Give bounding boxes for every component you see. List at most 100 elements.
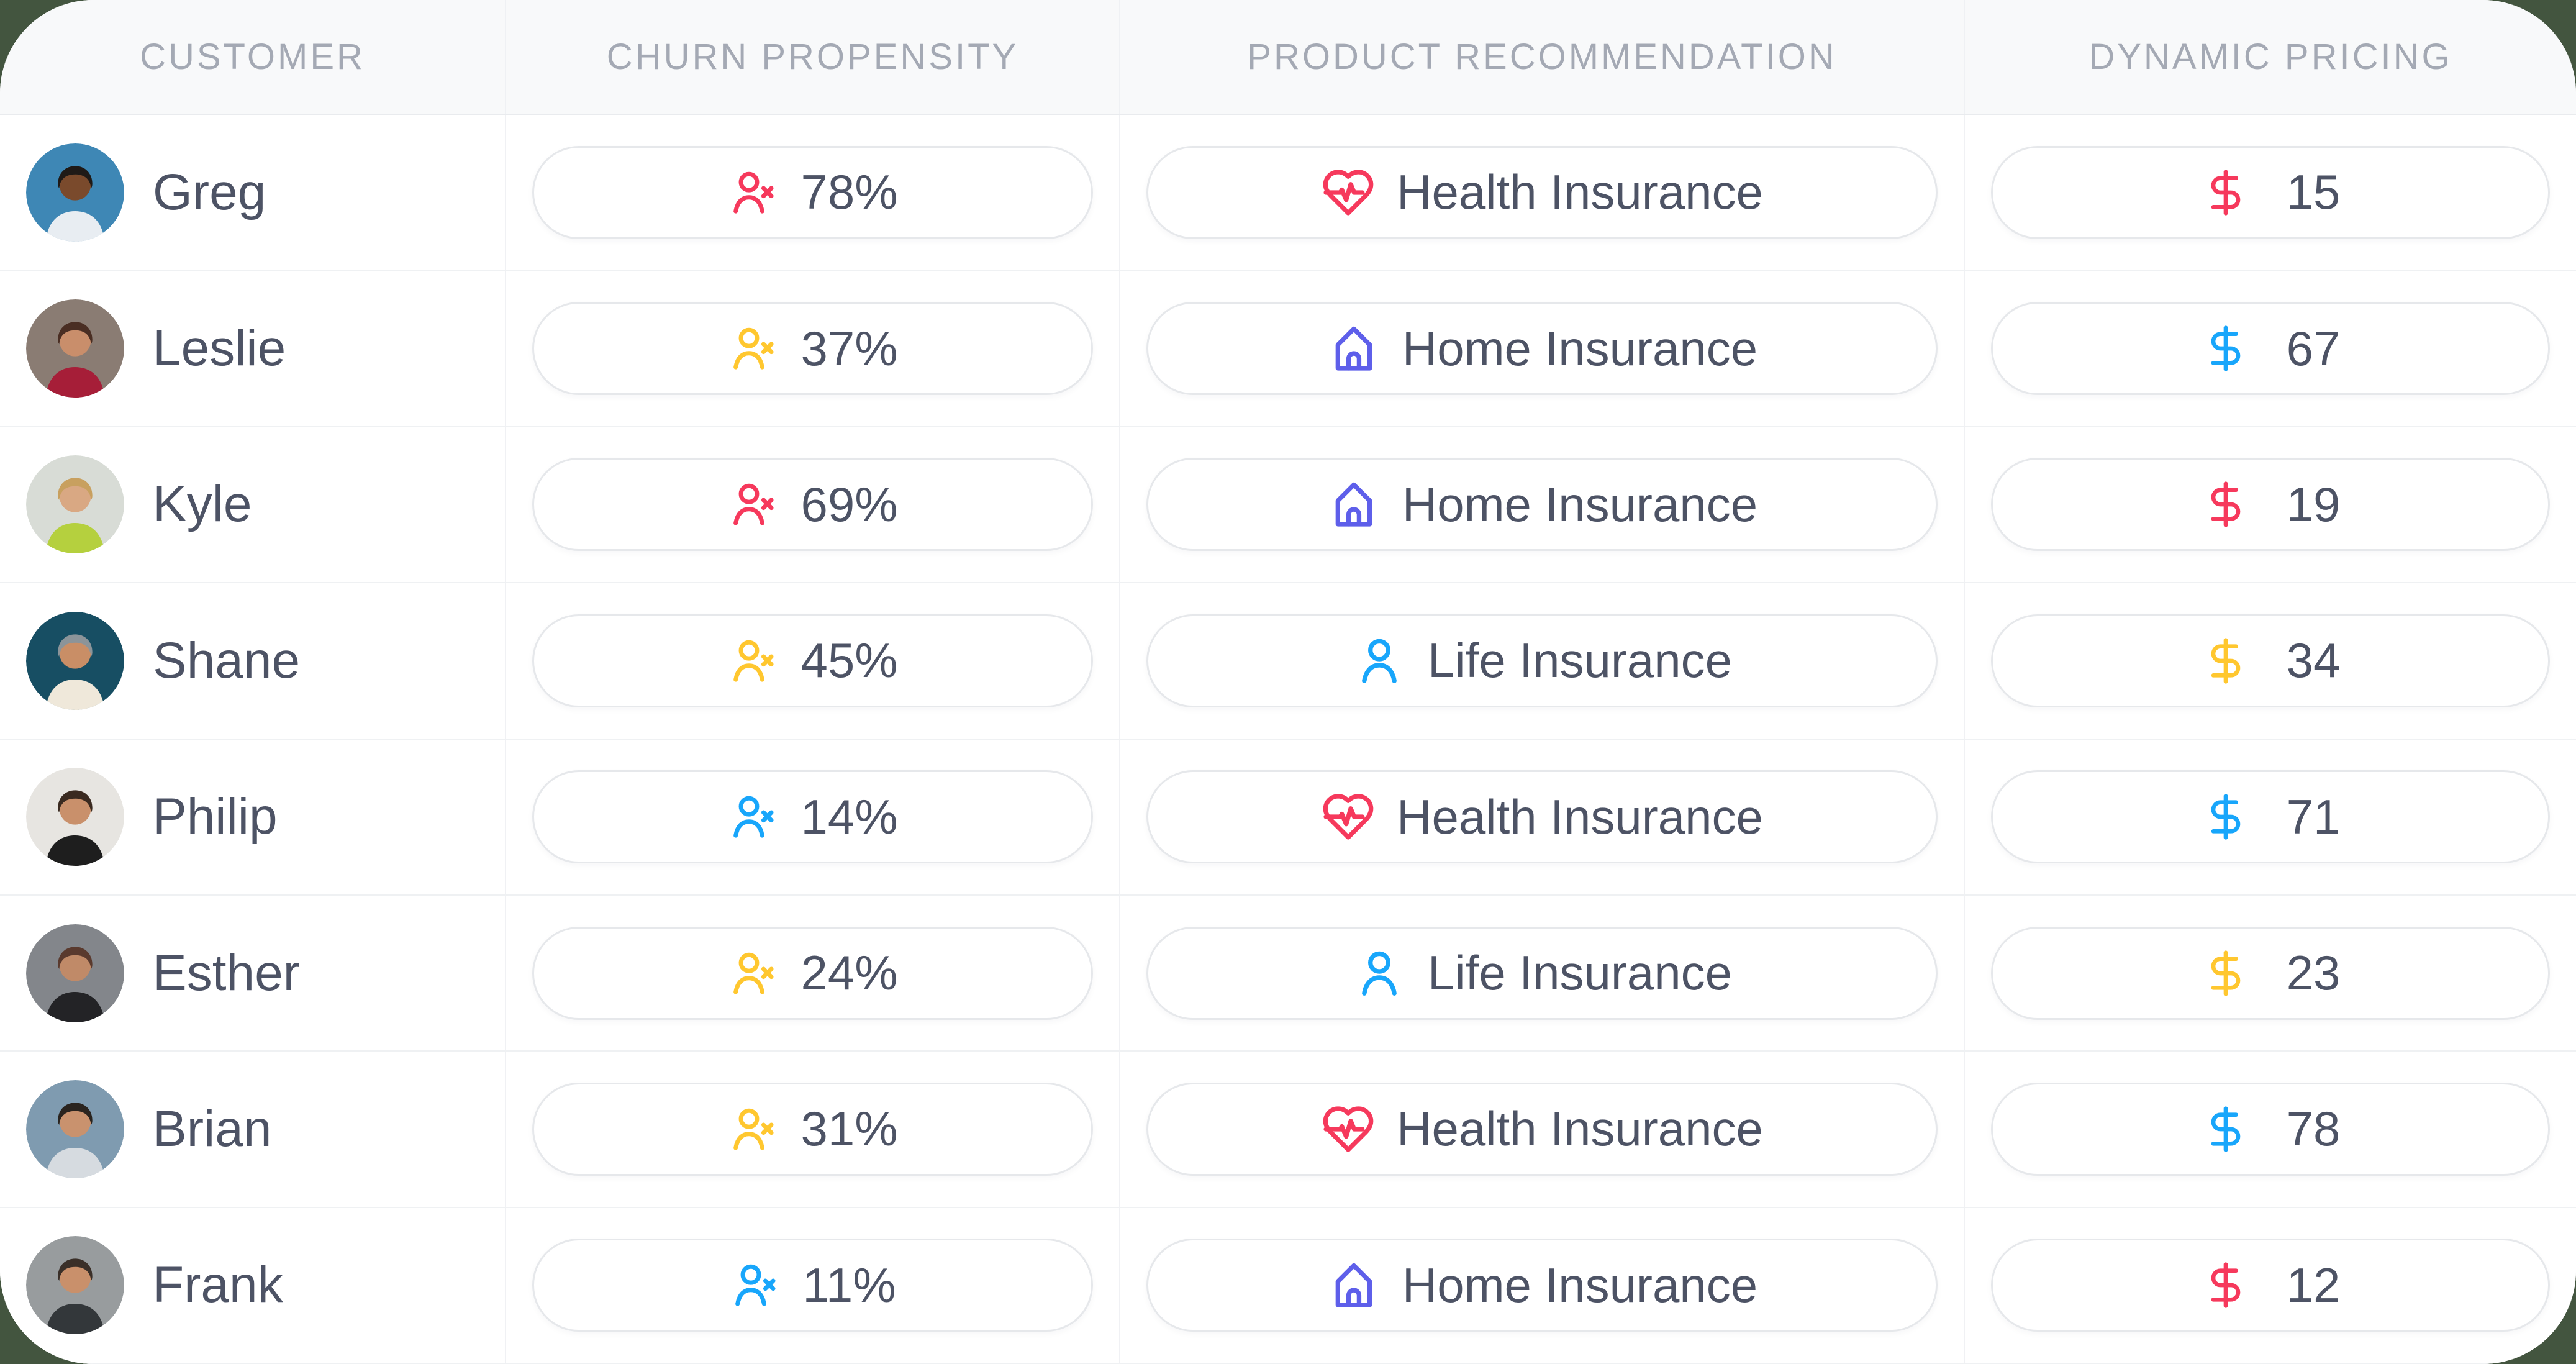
product-recommendation-badge: Home Insurance — [1146, 458, 1938, 552]
avatar — [26, 768, 124, 866]
churn-cell: 24% — [506, 895, 1120, 1051]
dollar-icon — [2201, 475, 2251, 534]
table-row: Esther 24% — [0, 895, 2576, 1052]
price-value: 15 — [2286, 165, 2341, 220]
dollar-icon — [2201, 787, 2251, 847]
user-x-icon — [727, 478, 779, 530]
churn-value: 45% — [800, 633, 898, 688]
churn-value: 37% — [800, 321, 898, 376]
dynamic-pricing-badge: 23 — [1991, 926, 2550, 1020]
churn-value: 14% — [800, 789, 898, 844]
price-value: 67 — [2286, 321, 2341, 376]
churn-value: 31% — [800, 1101, 898, 1157]
customer-cell: Brian — [0, 1052, 506, 1207]
customer-name: Leslie — [153, 320, 286, 377]
customer-cell: Frank — [0, 1207, 506, 1363]
heart-pulse-icon — [1321, 165, 1376, 220]
customer-name: Kyle — [153, 476, 252, 533]
dynamic-pricing-badge: 34 — [1991, 614, 2550, 707]
user-icon — [1352, 946, 1407, 1001]
dollar-icon — [2201, 631, 2251, 691]
price-cell: 67 — [1965, 271, 2576, 425]
product-cell: Health Insurance — [1120, 115, 1965, 270]
product-recommendation-badge: Health Insurance — [1146, 1082, 1938, 1176]
churn-cell: 14% — [506, 739, 1120, 894]
table-row: Brian 31% — [0, 1052, 2576, 1208]
dollar-icon — [2201, 1255, 2251, 1315]
churn-value: 78% — [800, 165, 898, 220]
price-cell: 34 — [1965, 583, 2576, 738]
avatar — [26, 611, 124, 710]
customer-cell: Shane — [0, 583, 506, 739]
product-cell: Home Insurance — [1120, 1207, 1965, 1363]
dollar-icon — [2201, 1099, 2251, 1159]
user-x-icon — [727, 1103, 779, 1155]
product-recommendation-badge: Home Insurance — [1146, 1239, 1938, 1332]
product-recommendation-badge: Health Insurance — [1146, 770, 1938, 864]
price-value: 19 — [2286, 476, 2341, 532]
heart-pulse-icon — [1321, 789, 1376, 844]
customer-name: Esther — [153, 944, 300, 1001]
table-header: CUSTOMER CHURN PROPENSITY PRODUCT RECOMM… — [0, 0, 2576, 115]
churn-cell: 31% — [506, 1052, 1120, 1207]
price-cell: 15 — [1965, 115, 2576, 270]
price-cell: 23 — [1965, 896, 2576, 1050]
churn-propensity-badge: 24% — [532, 926, 1093, 1020]
avatar — [26, 1080, 124, 1178]
product-cell: Home Insurance — [1120, 427, 1965, 583]
table-row: Shane 45% — [0, 583, 2576, 740]
user-x-icon — [727, 322, 779, 375]
price-value: 78 — [2286, 1101, 2341, 1157]
price-value: 23 — [2286, 945, 2341, 1001]
dollar-icon — [2201, 943, 2251, 1003]
product-label: Health Insurance — [1397, 165, 1763, 220]
product-label: Life Insurance — [1428, 945, 1732, 1001]
home-icon — [1327, 1258, 1381, 1312]
price-cell: 19 — [1965, 427, 2576, 582]
churn-propensity-badge: 11% — [532, 1239, 1093, 1332]
product-cell: Home Insurance — [1120, 271, 1965, 426]
avatar — [26, 1236, 124, 1335]
user-icon — [1352, 634, 1407, 688]
customer-cell: Kyle — [0, 427, 506, 583]
dollar-icon — [2201, 163, 2251, 222]
churn-propensity-badge: 45% — [532, 614, 1093, 707]
price-value: 34 — [2286, 633, 2341, 688]
column-header-churn-propensity: CHURN PROPENSITY — [506, 0, 1120, 114]
user-x-icon — [727, 166, 779, 219]
customer-name: Philip — [153, 788, 278, 845]
product-label: Home Insurance — [1402, 1257, 1758, 1312]
churn-propensity-badge: 37% — [532, 302, 1093, 396]
column-header-customer: CUSTOMER — [0, 0, 506, 114]
user-x-icon — [727, 791, 779, 843]
customer-name: Frank — [153, 1257, 283, 1314]
product-label: Home Insurance — [1402, 476, 1758, 532]
home-icon — [1327, 321, 1381, 376]
price-value: 12 — [2286, 1257, 2341, 1312]
churn-cell: 11% — [506, 1207, 1120, 1363]
product-cell: Health Insurance — [1120, 739, 1965, 894]
price-value: 71 — [2286, 789, 2341, 844]
churn-propensity-badge: 31% — [532, 1082, 1093, 1176]
customer-cell: Philip — [0, 739, 506, 894]
user-x-icon — [727, 635, 779, 687]
churn-cell: 45% — [506, 583, 1120, 739]
product-label: Life Insurance — [1428, 633, 1732, 688]
customer-cell: Leslie — [0, 271, 506, 426]
dynamic-pricing-badge: 19 — [1991, 458, 2550, 552]
column-header-product-recommendation: PRODUCT RECOMMENDATION — [1120, 0, 1965, 114]
table-row: Leslie 37% — [0, 271, 2576, 427]
customer-name: Brian — [153, 1100, 272, 1157]
table-row: Greg 78% — [0, 115, 2576, 271]
dynamic-pricing-badge: 78 — [1991, 1082, 2550, 1176]
table-row: Kyle 69% — [0, 427, 2576, 584]
dynamic-pricing-badge: 71 — [1991, 770, 2550, 864]
user-x-icon — [727, 947, 779, 999]
dollar-icon — [2201, 319, 2251, 378]
customer-cell: Esther — [0, 895, 506, 1051]
customer-name: Greg — [153, 163, 266, 221]
user-x-icon — [729, 1259, 781, 1311]
column-header-dynamic-pricing: DYNAMIC PRICING — [2088, 37, 2452, 77]
churn-cell: 37% — [506, 271, 1120, 426]
